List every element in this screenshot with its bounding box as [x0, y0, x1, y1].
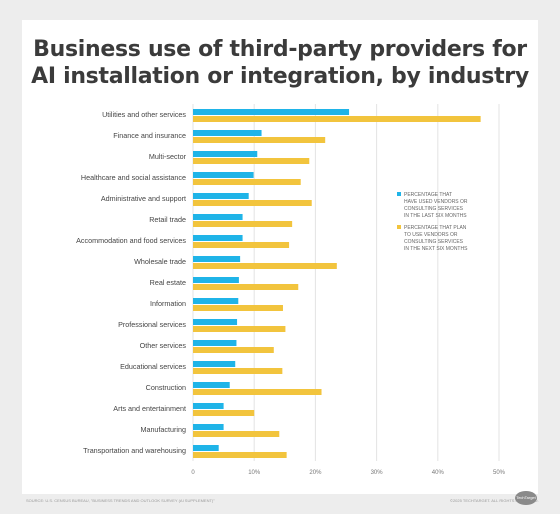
category-label: Wholesale trade — [134, 257, 186, 266]
category-label: Information — [150, 299, 186, 308]
legend-swatch — [397, 192, 401, 196]
bar-plan-next-six-months — [193, 200, 312, 206]
category-label: Accommodation and food services — [76, 236, 186, 245]
chart-title-line-1: Business use of third-party providers fo… — [33, 37, 527, 62]
chart-card — [22, 20, 538, 494]
bar-plan-next-six-months — [193, 116, 481, 122]
bar-used-last-six-months — [193, 319, 238, 325]
x-tick-label: 20% — [309, 470, 322, 476]
bar-used-last-six-months — [193, 340, 237, 346]
bar-used-last-six-months — [193, 277, 239, 283]
category-label: Retail trade — [149, 215, 186, 224]
category-label: Transportation and warehousing — [83, 446, 186, 455]
bar-plan-next-six-months — [193, 347, 274, 353]
bar-used-last-six-months — [193, 298, 239, 304]
bar-used-last-six-months — [193, 445, 219, 451]
bar-used-last-six-months — [193, 193, 249, 199]
legend-label: PERCENTAGE THAT — [404, 192, 452, 198]
category-label: Finance and insurance — [113, 131, 186, 140]
chart-title: Business use of third-party providers fo… — [0, 36, 560, 90]
bar-used-last-six-months — [193, 214, 243, 220]
category-label: Educational services — [120, 362, 186, 371]
bar-used-last-six-months — [193, 172, 254, 178]
category-label: Professional services — [118, 320, 186, 329]
legend-swatch — [397, 225, 401, 229]
category-label: Multi-sector — [149, 152, 187, 161]
bar-plan-next-six-months — [193, 326, 286, 332]
category-label: Utilities and other services — [102, 110, 186, 119]
legend-label: PERCENTAGE THAT PLAN — [404, 225, 467, 231]
bar-plan-next-six-months — [193, 137, 326, 143]
x-tick-label: 50% — [493, 470, 506, 476]
x-tick-label: 30% — [371, 470, 384, 476]
category-label: Healthcare and social assistance — [81, 173, 186, 182]
bar-plan-next-six-months — [193, 431, 280, 437]
legend-label: IN THE LAST SIX MONTHS — [404, 213, 467, 219]
legend-label: TO USE VENDORS OR — [404, 232, 458, 238]
category-label: Arts and entertainment — [113, 404, 186, 413]
bar-used-last-six-months — [193, 403, 224, 409]
bar-plan-next-six-months — [193, 179, 301, 185]
bar-used-last-six-months — [193, 382, 230, 388]
techtarget-logo: TechTarget — [515, 491, 537, 505]
category-label: Administrative and support — [101, 194, 186, 203]
bar-used-last-six-months — [193, 130, 262, 136]
bar-plan-next-six-months — [193, 305, 283, 311]
bar-plan-next-six-months — [193, 221, 293, 227]
category-label: Real estate — [150, 278, 186, 287]
bar-plan-next-six-months — [193, 242, 290, 248]
bar-used-last-six-months — [193, 424, 224, 430]
chart-title-line-2: AI installation or integration, by indus… — [31, 64, 529, 89]
legend-label: CONSULTING SERVICES — [404, 239, 464, 245]
bar-used-last-six-months — [193, 235, 243, 241]
x-tick-label: 40% — [432, 470, 445, 476]
bar-used-last-six-months — [193, 361, 236, 367]
category-label: Other services — [140, 341, 187, 350]
category-label: Construction — [146, 383, 186, 392]
source-note: SOURCE: U.S. CENSUS BUREAU, "BUSINESS TR… — [26, 498, 215, 503]
x-tick-label: 0 — [191, 470, 195, 476]
bar-plan-next-six-months — [193, 158, 310, 164]
bar-plan-next-six-months — [193, 389, 322, 395]
bar-plan-next-six-months — [193, 452, 287, 458]
bar-used-last-six-months — [193, 151, 258, 157]
bar-plan-next-six-months — [193, 410, 255, 416]
legend-label: HAVE USED VENDORS OR — [404, 199, 468, 205]
bar-used-last-six-months — [193, 109, 350, 115]
legend-label: CONSULTING SERVICES — [404, 206, 464, 212]
bar-plan-next-six-months — [193, 368, 283, 374]
x-tick-label: 10% — [248, 470, 261, 476]
bar-plan-next-six-months — [193, 284, 299, 290]
bar-used-last-six-months — [193, 256, 241, 262]
copyright-note: ©2025 TECHTARGET. ALL RIGHTS RESERVED. — [450, 498, 539, 503]
legend-label: IN THE NEXT SIX MONTHS — [404, 246, 468, 252]
category-label: Manufacturing — [140, 425, 186, 434]
bar-plan-next-six-months — [193, 263, 337, 269]
